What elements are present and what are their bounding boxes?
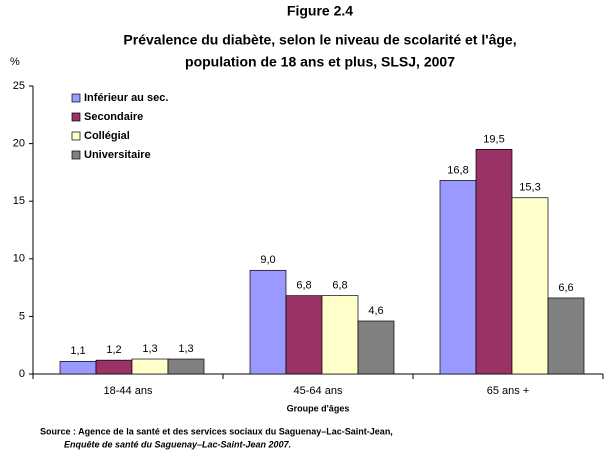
value-label: 6,8 bbox=[332, 280, 347, 292]
value-label: 16,8 bbox=[447, 164, 468, 176]
y-tick-label: 20 bbox=[13, 138, 25, 150]
chart-subtitle: Prévalence du diabète, selon le niveau d… bbox=[123, 32, 516, 48]
legend-label: Universitaire bbox=[84, 149, 151, 161]
x-axis-label: Groupe d'âges bbox=[287, 403, 350, 413]
chart-title: Figure 2.4 bbox=[287, 3, 353, 19]
bar bbox=[511, 197, 549, 375]
bar bbox=[59, 360, 97, 375]
bar bbox=[131, 358, 169, 375]
legend-swatch bbox=[71, 93, 81, 103]
bar bbox=[475, 149, 513, 375]
legend-label: Collégial bbox=[84, 130, 130, 142]
value-label: 1,3 bbox=[142, 343, 157, 355]
value-label: 6,8 bbox=[296, 280, 311, 292]
legend-swatch bbox=[71, 150, 81, 160]
bar bbox=[321, 295, 359, 375]
bar bbox=[249, 269, 287, 375]
value-label: 15,3 bbox=[519, 182, 540, 194]
legend-swatch bbox=[71, 131, 81, 141]
bar bbox=[357, 320, 395, 375]
y-tick-label: 10 bbox=[13, 253, 25, 265]
value-label: 1,2 bbox=[106, 344, 121, 356]
value-label: 1,1 bbox=[70, 345, 85, 357]
y-tick-label: 25 bbox=[13, 80, 25, 92]
x-tick-label: 45-64 ans bbox=[294, 385, 343, 397]
y-tick-label: 5 bbox=[19, 310, 25, 322]
value-label: 6,6 bbox=[558, 282, 573, 294]
y-tick-label: 15 bbox=[13, 195, 25, 207]
value-label: 9,0 bbox=[260, 254, 275, 266]
bar bbox=[167, 358, 205, 375]
y-axis-label: % bbox=[10, 56, 20, 68]
bar bbox=[439, 180, 477, 375]
source: Enquête de santé du Saguenay–Lac-Saint-J… bbox=[64, 439, 291, 449]
value-label: 4,6 bbox=[368, 305, 383, 317]
y-tick-label: 0 bbox=[19, 368, 25, 380]
value-label: 1,3 bbox=[178, 343, 193, 355]
legend-label: Inférieur au sec. bbox=[84, 92, 168, 104]
legend-swatch bbox=[71, 112, 81, 122]
bar bbox=[285, 295, 323, 375]
x-tick-label: 18-44 ans bbox=[104, 385, 153, 397]
x-tick-label: 65 ans + bbox=[487, 385, 530, 397]
bar bbox=[95, 359, 133, 375]
chart-subtitle: population de 18 ans et plus, SLSJ, 2007 bbox=[185, 54, 455, 70]
source: Source : Agence de la santé et des servi… bbox=[40, 426, 393, 436]
bar bbox=[547, 297, 585, 375]
value-label: 19,5 bbox=[483, 133, 504, 145]
legend-label: Secondaire bbox=[84, 111, 143, 123]
